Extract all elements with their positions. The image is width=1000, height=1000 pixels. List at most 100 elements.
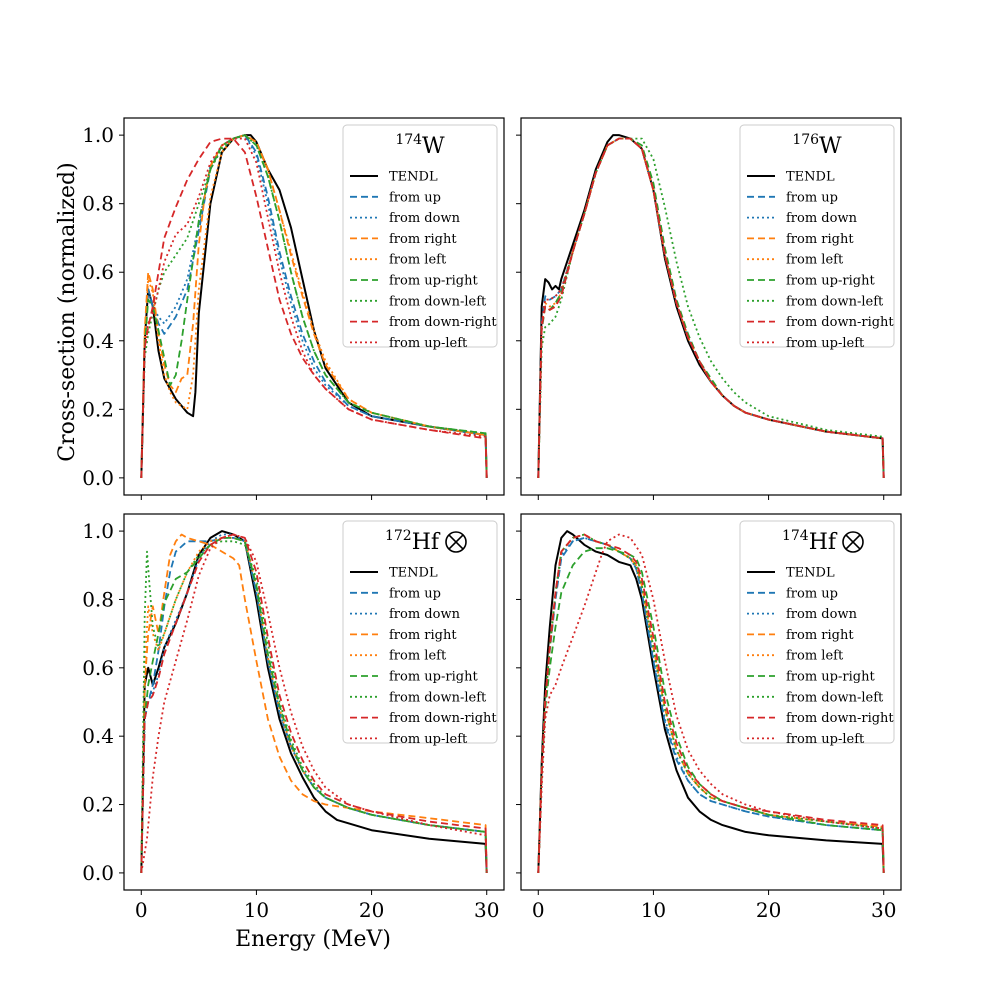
y-tick-label: 0.4	[82, 329, 114, 353]
series-line-from-up-left	[140, 533, 488, 874]
x-tick-label: 20	[756, 898, 781, 922]
legend-title: 172Hf	[385, 528, 441, 555]
legend-label: from up-right	[389, 274, 478, 289]
panel-172Hf: 0 10 20 30 0.0 0.2 0.4 0.6 0.8 1.0 172Hf TENDL from …	[82, 513, 505, 922]
panel-174W: 0.0 0.2 0.4 0.6 0.8 1.0 174W TENDL from up from d…	[82, 117, 505, 500]
legend-label: from left	[786, 649, 844, 664]
legend-label: from down-right	[389, 315, 497, 330]
y-tick-label: 1.0	[82, 519, 114, 543]
series-group	[140, 134, 488, 478]
legend-label: from right	[786, 628, 854, 643]
legend-label: from down-left	[786, 690, 884, 705]
y-axis-label: Cross-section (normalized)	[55, 162, 80, 461]
legend-box	[342, 124, 498, 348]
x-tick-label: 0	[135, 898, 148, 922]
series-line-from-up-left	[537, 137, 885, 478]
series-line-from-up	[140, 134, 488, 478]
x-tick-label: 0	[532, 898, 545, 922]
series-line-tendl	[140, 530, 488, 873]
legend-label: from up-left	[389, 732, 468, 747]
legend: 174W TENDL from up from down from right from …	[342, 124, 498, 351]
legend-label: from down-left	[389, 294, 487, 309]
axes-frame	[520, 117, 902, 496]
x-tick-label: 30	[474, 898, 499, 922]
legend-label: from down-right	[389, 711, 497, 726]
y-tick-label: 0.2	[82, 397, 114, 421]
legend: 176W TENDL from up from down from right from …	[739, 124, 895, 351]
series-line-from-left	[140, 537, 488, 873]
series-line-from-up-right	[140, 134, 488, 478]
y-tick-label: 0.8	[82, 192, 114, 216]
legend-label: TENDL	[389, 170, 438, 185]
y-tick-label: 1.0	[82, 123, 114, 147]
legend-label: from down-right	[786, 711, 894, 726]
legend-label: from right	[389, 232, 457, 247]
axes-frame	[123, 513, 505, 891]
series-line-from-down-right	[537, 533, 885, 873]
series-group	[537, 530, 885, 873]
legend-label: from down-left	[389, 690, 487, 705]
x-tick-label: 20	[359, 898, 384, 922]
legend-title: 176W	[792, 132, 842, 159]
legend-box	[342, 520, 498, 744]
series-line-from-down-right	[537, 137, 885, 478]
legend: 172Hf TENDL from up from down from right from…	[342, 520, 498, 747]
series-line-from-down-left	[140, 540, 488, 873]
otimes-icon	[445, 531, 467, 553]
x-tick-label: 10	[244, 898, 269, 922]
legend-title: 174Hf	[782, 528, 838, 555]
y-tick-label: 0.8	[82, 587, 114, 611]
series-line-tendl	[537, 530, 885, 873]
series-group	[140, 530, 488, 874]
legend-label: from down	[389, 211, 461, 226]
axes-frame	[520, 513, 902, 891]
legend-label: from left	[786, 253, 844, 268]
legend-label: from up-left	[389, 336, 468, 351]
legend-label: from left	[389, 253, 447, 268]
legend-box	[739, 520, 895, 744]
legend-label: from up	[786, 586, 838, 601]
series-line-from-up-right	[140, 537, 488, 873]
legend-label: from up-left	[786, 732, 865, 747]
series-line-from-up-right	[537, 547, 885, 873]
y-tick-label: 0.2	[82, 793, 114, 817]
legend-label: TENDL	[389, 566, 438, 581]
legend-label: TENDL	[786, 566, 835, 581]
legend-label: from up	[389, 190, 441, 205]
legend-label: from down	[786, 607, 858, 622]
axes-frame	[123, 117, 505, 496]
legend-box	[739, 124, 895, 348]
legend-label: from up-right	[786, 274, 875, 289]
x-axis-label: Energy (MeV)	[235, 927, 391, 952]
legend-label: from right	[389, 628, 457, 643]
legend-label: from up-right	[786, 670, 875, 685]
otimes-icon	[842, 531, 864, 553]
series-line-from-up	[140, 537, 488, 873]
legend-title: 174W	[395, 132, 445, 159]
legend-label: from down-left	[786, 294, 884, 309]
legend-label: from up-left	[786, 336, 865, 351]
legend-label: from up	[389, 586, 441, 601]
y-tick-label: 0.0	[82, 861, 114, 885]
panel-176W: 176W TENDL from up from down from right from …	[516, 117, 902, 500]
y-tick-label: 0.0	[82, 466, 114, 490]
y-tick-label: 0.6	[82, 260, 114, 284]
legend-label: from down	[786, 211, 858, 226]
legend-label: from down-right	[786, 315, 894, 330]
series-line-from-up-left	[140, 137, 488, 478]
series-group	[537, 134, 885, 478]
legend-label: from up	[786, 190, 838, 205]
series-line-from-right	[140, 533, 488, 873]
legend-label: from left	[389, 649, 447, 664]
legend-label: from up-right	[389, 670, 478, 685]
legend-label: TENDL	[786, 170, 835, 185]
y-tick-label: 0.6	[82, 656, 114, 680]
x-tick-label: 10	[641, 898, 666, 922]
y-tick-label: 0.4	[82, 724, 114, 748]
legend-label: from right	[786, 232, 854, 247]
panel-174Hf: 0 10 20 30 174Hf TENDL from up from down from ri…	[516, 513, 902, 922]
legend-label: from down	[389, 607, 461, 622]
x-tick-label: 30	[871, 898, 896, 922]
legend: 174Hf TENDL from up from down from right from…	[739, 520, 895, 747]
